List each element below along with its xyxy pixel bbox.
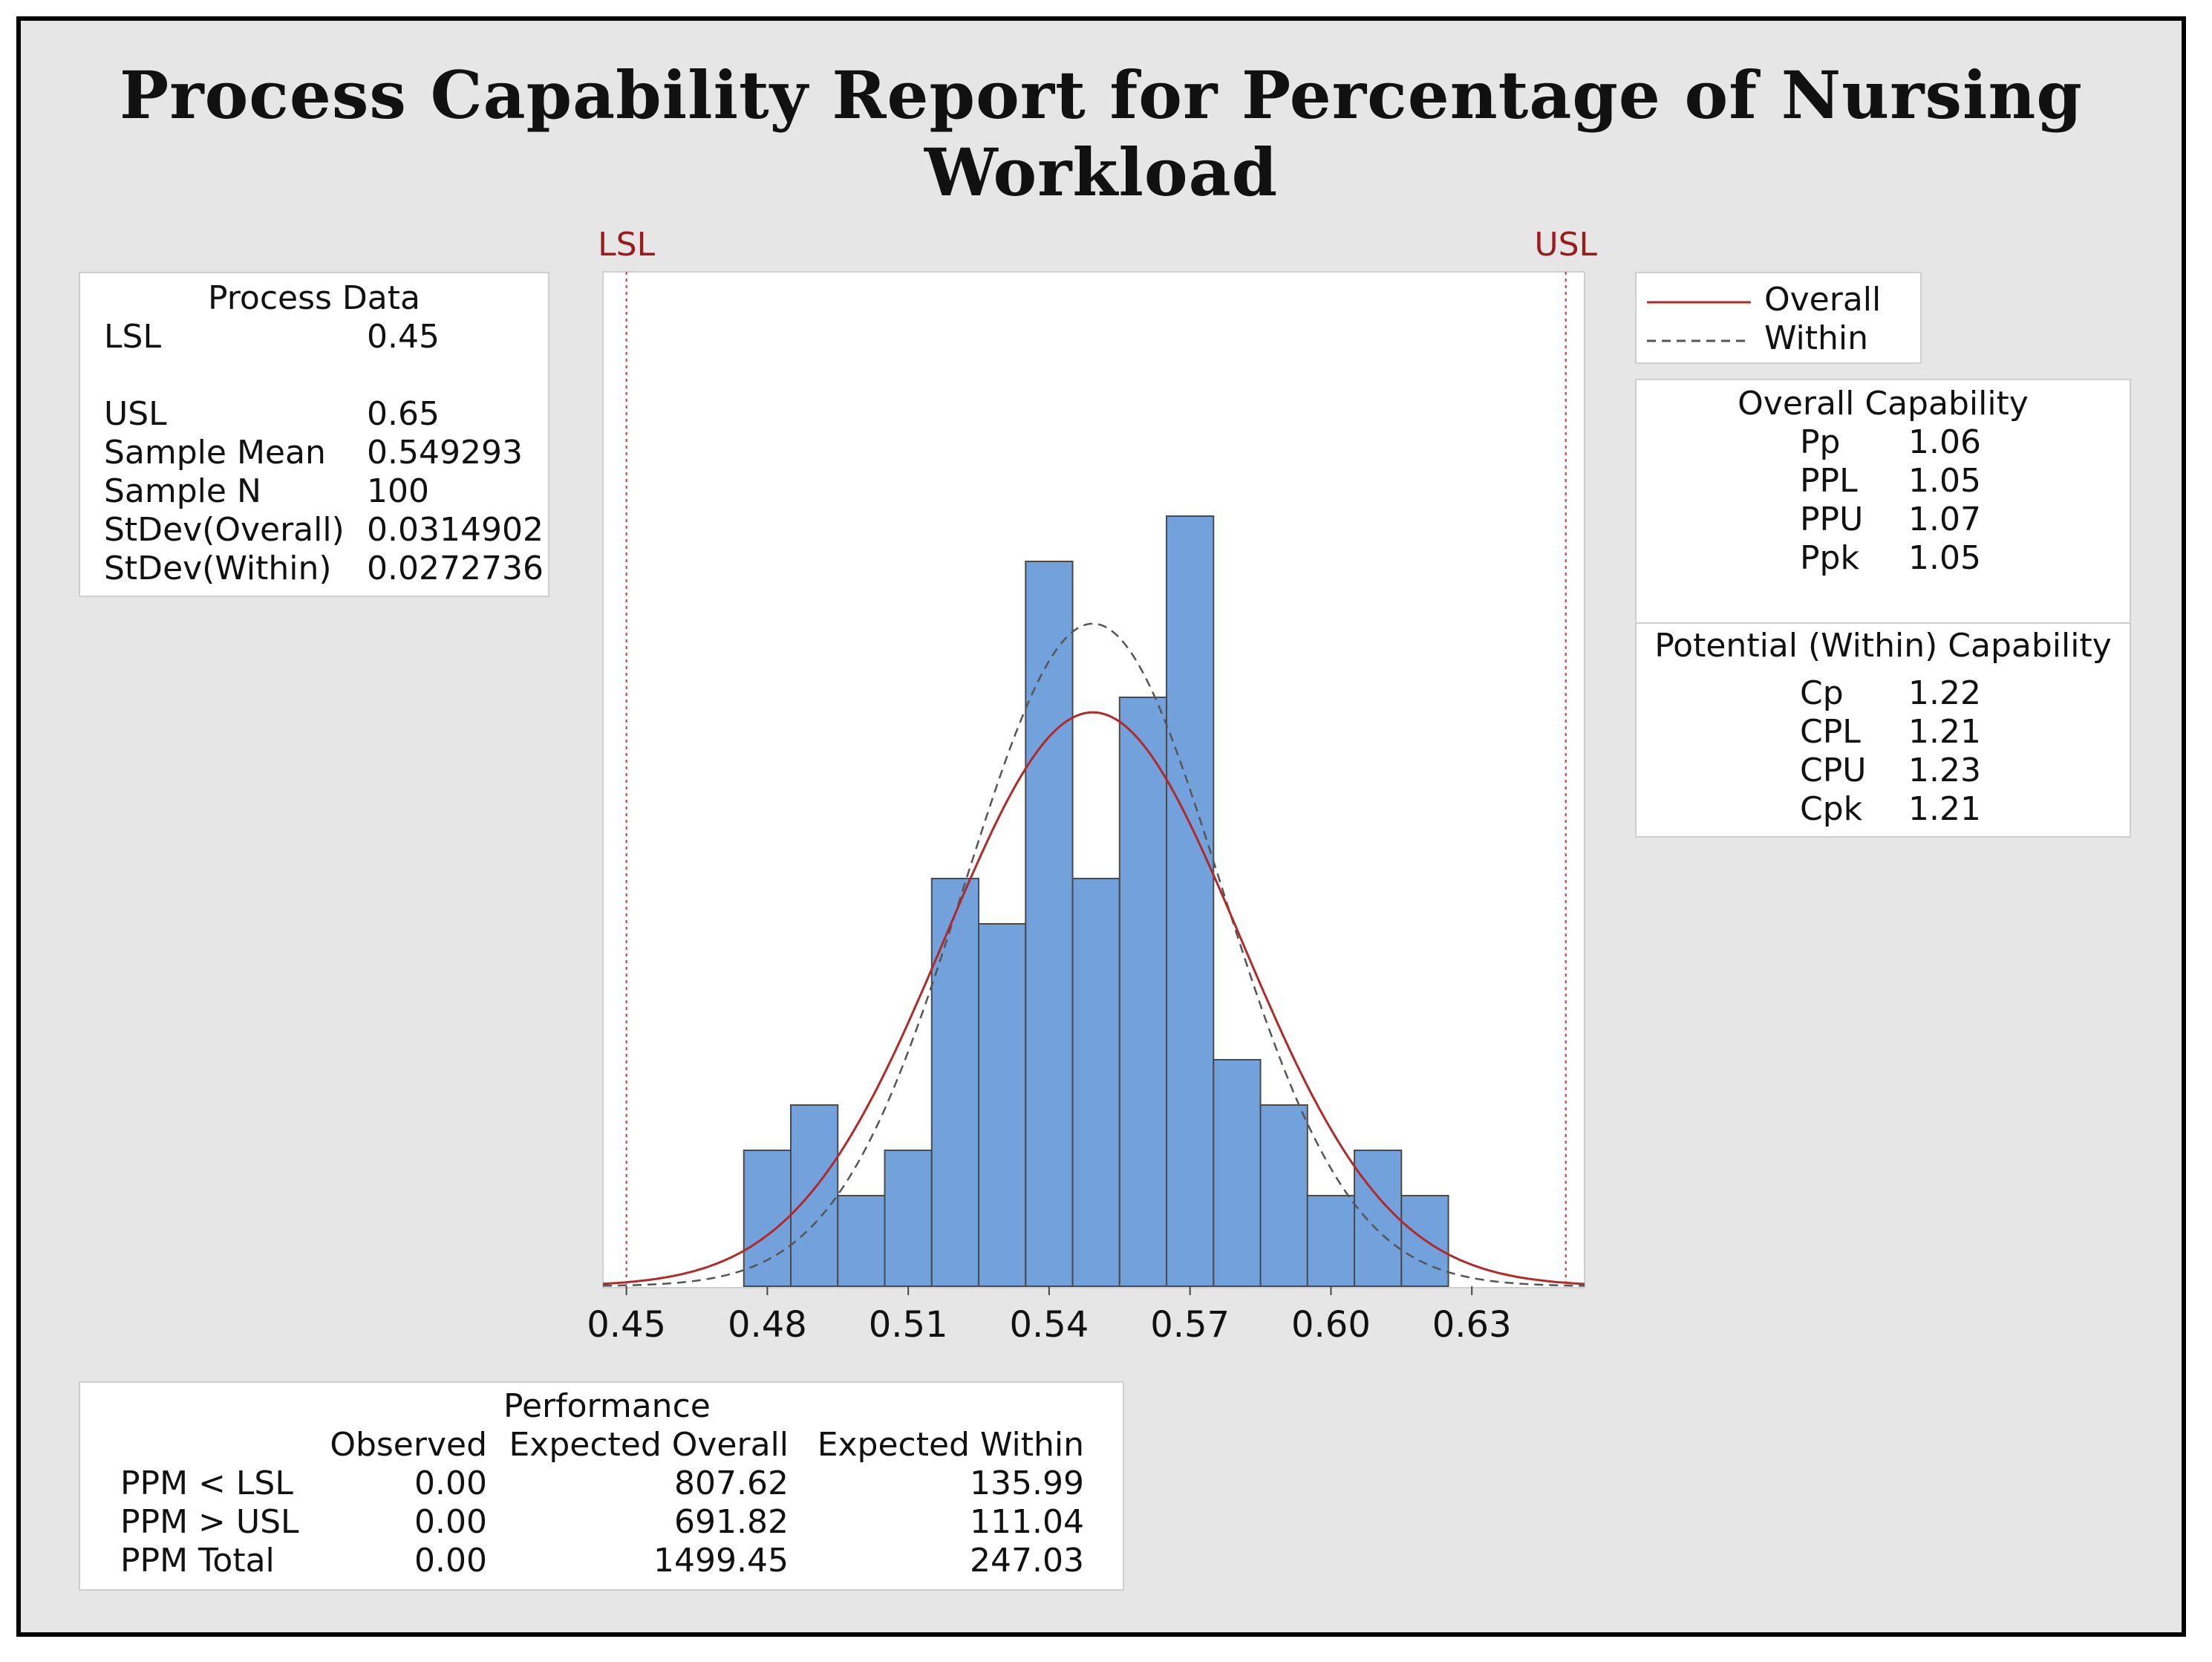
legend-panel: Overall Within	[1635, 272, 1922, 364]
performance-cell: 1499.45	[653, 1542, 789, 1580]
performance-cell: 111.04	[970, 1503, 1084, 1541]
process-data-label: Sample N	[104, 472, 261, 510]
process-data-value: 0.0272736	[367, 550, 544, 587]
histogram-bar	[978, 923, 1027, 1287]
process-data-label: LSL	[104, 318, 161, 356]
overall-legend-line	[1647, 301, 1751, 304]
overall-capability-heading: Overall Capability	[1738, 385, 2029, 423]
x-tick-label: 0.51	[869, 1304, 948, 1346]
overall-capability-label: Pp	[1800, 423, 1841, 461]
histogram-bar	[930, 878, 980, 1287]
usl-label: USL	[1534, 226, 1597, 264]
performance-panel: Performance Observed Expected Overall Ex…	[79, 1381, 1124, 1591]
within-capability-label: CPL	[1800, 713, 1861, 751]
x-axis-ticks: 0.45 0.48 0.51 0.54 0.57 0.60 0.63	[587, 1286, 1512, 1346]
process-data-label: USL	[104, 395, 167, 433]
histogram-bar	[1354, 1150, 1403, 1287]
performance-cell: 691.82	[674, 1503, 789, 1541]
within-capability-value: 1.21	[1908, 790, 1981, 828]
report-title: Process Capability Report for Percentage…	[120, 56, 2083, 211]
performance-cell: 135.99	[970, 1464, 1084, 1502]
overall-capability-label: PPL	[1800, 462, 1858, 500]
within-capability-label: CPU	[1800, 752, 1867, 789]
process-data-panel: Process Data LSL 0.45 USL 0.65 Sample Me…	[79, 272, 549, 597]
within-curve	[602, 622, 1585, 1287]
within-capability-heading: Potential (Within) Capability	[1654, 627, 2112, 665]
process-data-label: StDev(Within)	[104, 550, 332, 587]
process-data-label: StDev(Overall)	[104, 511, 345, 549]
x-tick-label: 0.45	[587, 1304, 666, 1346]
x-tick-label: 0.54	[1009, 1304, 1089, 1346]
overall-capability-value: 1.07	[1908, 501, 1981, 538]
histogram-bar	[1025, 561, 1074, 1287]
legend-within-label: Within	[1764, 319, 1869, 357]
performance-cell: 807.62	[674, 1464, 789, 1502]
within-capability-value: 1.21	[1908, 713, 1981, 751]
within-capability-value: 1.23	[1908, 752, 1981, 789]
performance-cell: 0.00	[414, 1542, 487, 1580]
within-capability-value: 1.22	[1908, 674, 1981, 712]
overall-capability-value: 1.05	[1908, 539, 1981, 577]
histogram-bar	[837, 1195, 886, 1287]
within-capability-label: Cpk	[1800, 790, 1863, 828]
overall-capability-label: Ppk	[1800, 539, 1859, 577]
process-data-heading: Process Data	[208, 279, 420, 317]
histogram-bar	[743, 1150, 792, 1287]
histogram-bar	[1213, 1059, 1262, 1287]
overall-capability-value: 1.05	[1908, 462, 1981, 500]
performance-column-header: Expected Overall	[509, 1426, 789, 1464]
overall-capability-value: 1.06	[1908, 423, 1981, 461]
capability-divider	[1637, 622, 2130, 624]
histogram-bar	[1118, 697, 1168, 1287]
overall-capability-label: PPU	[1800, 501, 1864, 538]
x-tick-label: 0.60	[1291, 1304, 1371, 1346]
process-data-label: Sample Mean	[104, 434, 326, 472]
histogram-bar	[790, 1104, 839, 1287]
x-tick-label: 0.57	[1150, 1304, 1230, 1346]
histogram-bar	[1306, 1195, 1356, 1287]
process-data-value: 100	[367, 472, 429, 510]
histogram-bar	[1166, 515, 1215, 1287]
performance-column-header: Observed	[330, 1426, 487, 1464]
legend-overall-label: Overall	[1764, 281, 1882, 319]
process-data-value: 0.45	[367, 318, 440, 356]
performance-row-label: PPM > USL	[120, 1503, 299, 1541]
histogram-bar	[884, 1150, 933, 1287]
x-tick-label: 0.48	[728, 1304, 807, 1346]
performance-cell: 0.00	[414, 1464, 487, 1502]
lsl-label: LSL	[598, 226, 655, 264]
overall-curve	[602, 711, 1585, 1285]
performance-cell: 247.03	[970, 1542, 1084, 1580]
histogram-bars	[743, 515, 1449, 1287]
histogram-bar	[1071, 878, 1120, 1287]
process-data-value: 0.0314902	[367, 511, 544, 549]
within-legend-line	[1647, 339, 1751, 342]
x-tick-label: 0.63	[1432, 1304, 1512, 1346]
within-capability-label: Cp	[1800, 674, 1844, 712]
process-data-value: 0.549293	[367, 434, 523, 472]
performance-column-header: Expected Within	[817, 1426, 1084, 1464]
performance-heading: Performance	[503, 1387, 711, 1425]
capability-panel: Overall Capability Pp 1.06 PPL 1.05 PPU …	[1635, 379, 2131, 838]
performance-cell: 0.00	[414, 1503, 487, 1541]
performance-row-label: PPM < LSL	[120, 1464, 293, 1502]
histogram-bar	[1259, 1104, 1308, 1287]
process-data-value: 0.65	[367, 395, 440, 433]
performance-row-label: PPM Total	[120, 1542, 275, 1580]
